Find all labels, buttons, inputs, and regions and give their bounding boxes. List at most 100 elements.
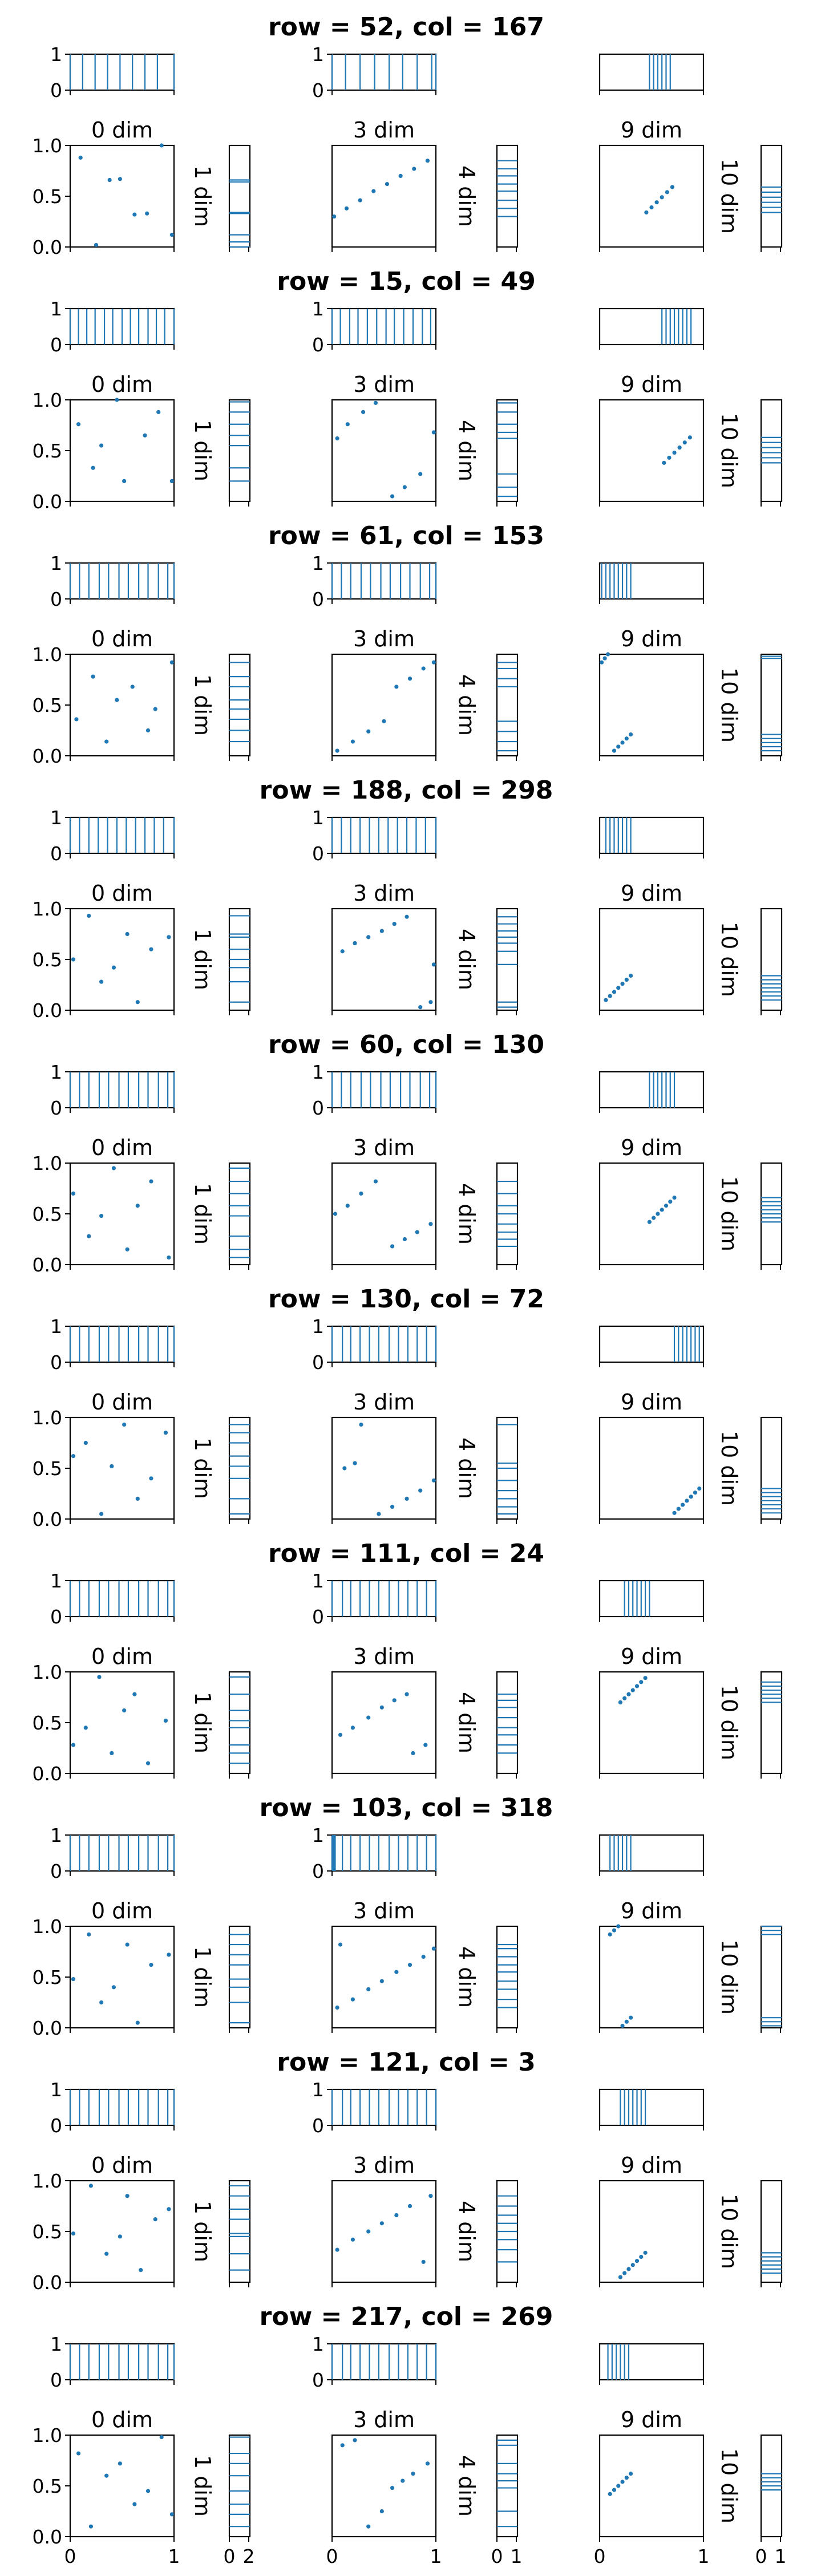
scatter-ytick-label: 1.0 [33,389,62,411]
strip-plot [598,2343,705,2381]
side-label: 4 dim [454,1946,479,2008]
side-label: 1 dim [190,929,215,990]
scatter-plot [69,1416,175,1520]
strip-plot [331,2343,437,2381]
scatter-plot [331,908,437,1011]
scatter-point [412,167,416,171]
side-label: 10 dim [717,1939,742,2015]
strip-plot [598,307,705,346]
scatter-point [169,660,174,665]
scatter-point [153,2217,157,2222]
scatter-point [332,214,337,219]
scatter-title: 3 dim [353,372,415,397]
scatter-point [338,1942,343,1947]
scatter-point [600,660,604,665]
scatter-plot [69,144,175,248]
side-label: 1 dim [190,1946,215,2008]
scatter-ytick-label: 0.5 [33,1712,62,1734]
scatter-point [71,1976,76,1982]
scatter-point [87,913,91,918]
scatter-point [379,2509,384,2514]
panel-title: row = 61, col = 153 [268,521,544,550]
scatter-point [344,206,349,210]
scatter-point [405,1496,409,1501]
scatter-ytick-label: 0.5 [33,1203,62,1225]
scatter-plot [69,1925,175,2029]
scatter-plot [598,1416,705,1520]
scatter-plot [331,2434,437,2538]
scatter-point [91,465,95,470]
scatter-title: 9 dim [621,1898,682,1923]
scatter-point [390,1244,395,1249]
strip-ytick-label: 1 [50,807,62,829]
strip-ytick-label: 1 [312,298,324,320]
side-plot [228,1416,251,1520]
scatter-point [122,1422,127,1427]
scatter-point [111,1166,116,1170]
strip-plot [598,1579,705,1618]
strip-ytick-label: 1 [50,1315,62,1338]
scatter-point [431,1946,436,1951]
scatter-ytick-label: 0.5 [33,2475,62,2497]
scatter-point [390,2485,395,2490]
scatter-point [662,460,666,465]
scatter-point [71,957,76,962]
scatter-point [132,1692,137,1696]
scatter-point [676,1506,681,1511]
side-plot [760,1925,783,2029]
scatter-plot [598,1925,705,2029]
scatter-point [405,914,409,919]
strip-ytick-label: 1 [50,1570,62,1592]
scatter-point [333,1212,338,1216]
panel-title: row = 130, col = 72 [268,1285,544,1314]
side-xtick-label: 1 [775,2545,787,2567]
strip-ytick-label: 0 [50,334,62,356]
scatter-point [111,1985,116,1990]
side-label: 1 dim [190,2455,215,2517]
scatter-title: 3 dim [353,118,415,143]
scatter-point [431,1478,436,1483]
panel-title: row = 60, col = 130 [268,1030,544,1059]
side-label: 4 dim [454,2201,479,2262]
side-plot [228,1925,251,2029]
scatter-point [411,2472,415,2476]
scatter-point [99,1512,104,1516]
scatter-title: 3 dim [353,2407,415,2432]
scatter-point [135,1000,140,1005]
scatter-point [624,736,629,741]
side-xtick-label: 2 [243,2545,255,2567]
strip-ytick-label: 0 [50,1860,62,1882]
side-label: 4 dim [454,165,479,227]
scatter-point [612,990,617,994]
strip-ytick-label: 1 [312,552,324,574]
scatter-xtick-label: 0 [326,2545,338,2567]
scatter-point [377,1512,381,1516]
scatter-point [145,2489,151,2493]
side-plot [496,2434,519,2538]
scatter-title: 0 dim [91,2407,153,2432]
strip-plot [598,816,705,854]
strip-ytick-label: 0 [312,1351,324,1374]
strip-ytick-label: 0 [50,1351,62,1374]
side-plot [228,2434,251,2538]
scatter-point [407,677,412,681]
scatter-point [672,1510,677,1515]
scatter-point [340,2443,345,2448]
scatter-point [616,986,621,990]
scatter-point [167,1953,171,1957]
scatter-point [612,748,617,753]
scatter-point [639,2254,644,2259]
side-label: 1 dim [190,420,215,481]
scatter-plot [69,2180,175,2283]
scatter-plot [331,1925,437,2029]
scatter-point [167,2207,171,2212]
scatter-point [634,1684,640,1688]
scatter-point [677,445,682,450]
strip-ytick-label: 0 [312,588,324,610]
scatter-point [643,1676,648,1680]
scatter-point [359,1191,363,1196]
strip-ytick-label: 1 [50,1824,62,1846]
strip-ytick-label: 0 [50,2115,62,2137]
scatter-ytick-label: 1.0 [33,1661,62,1683]
scatter-title: 9 dim [621,372,682,397]
